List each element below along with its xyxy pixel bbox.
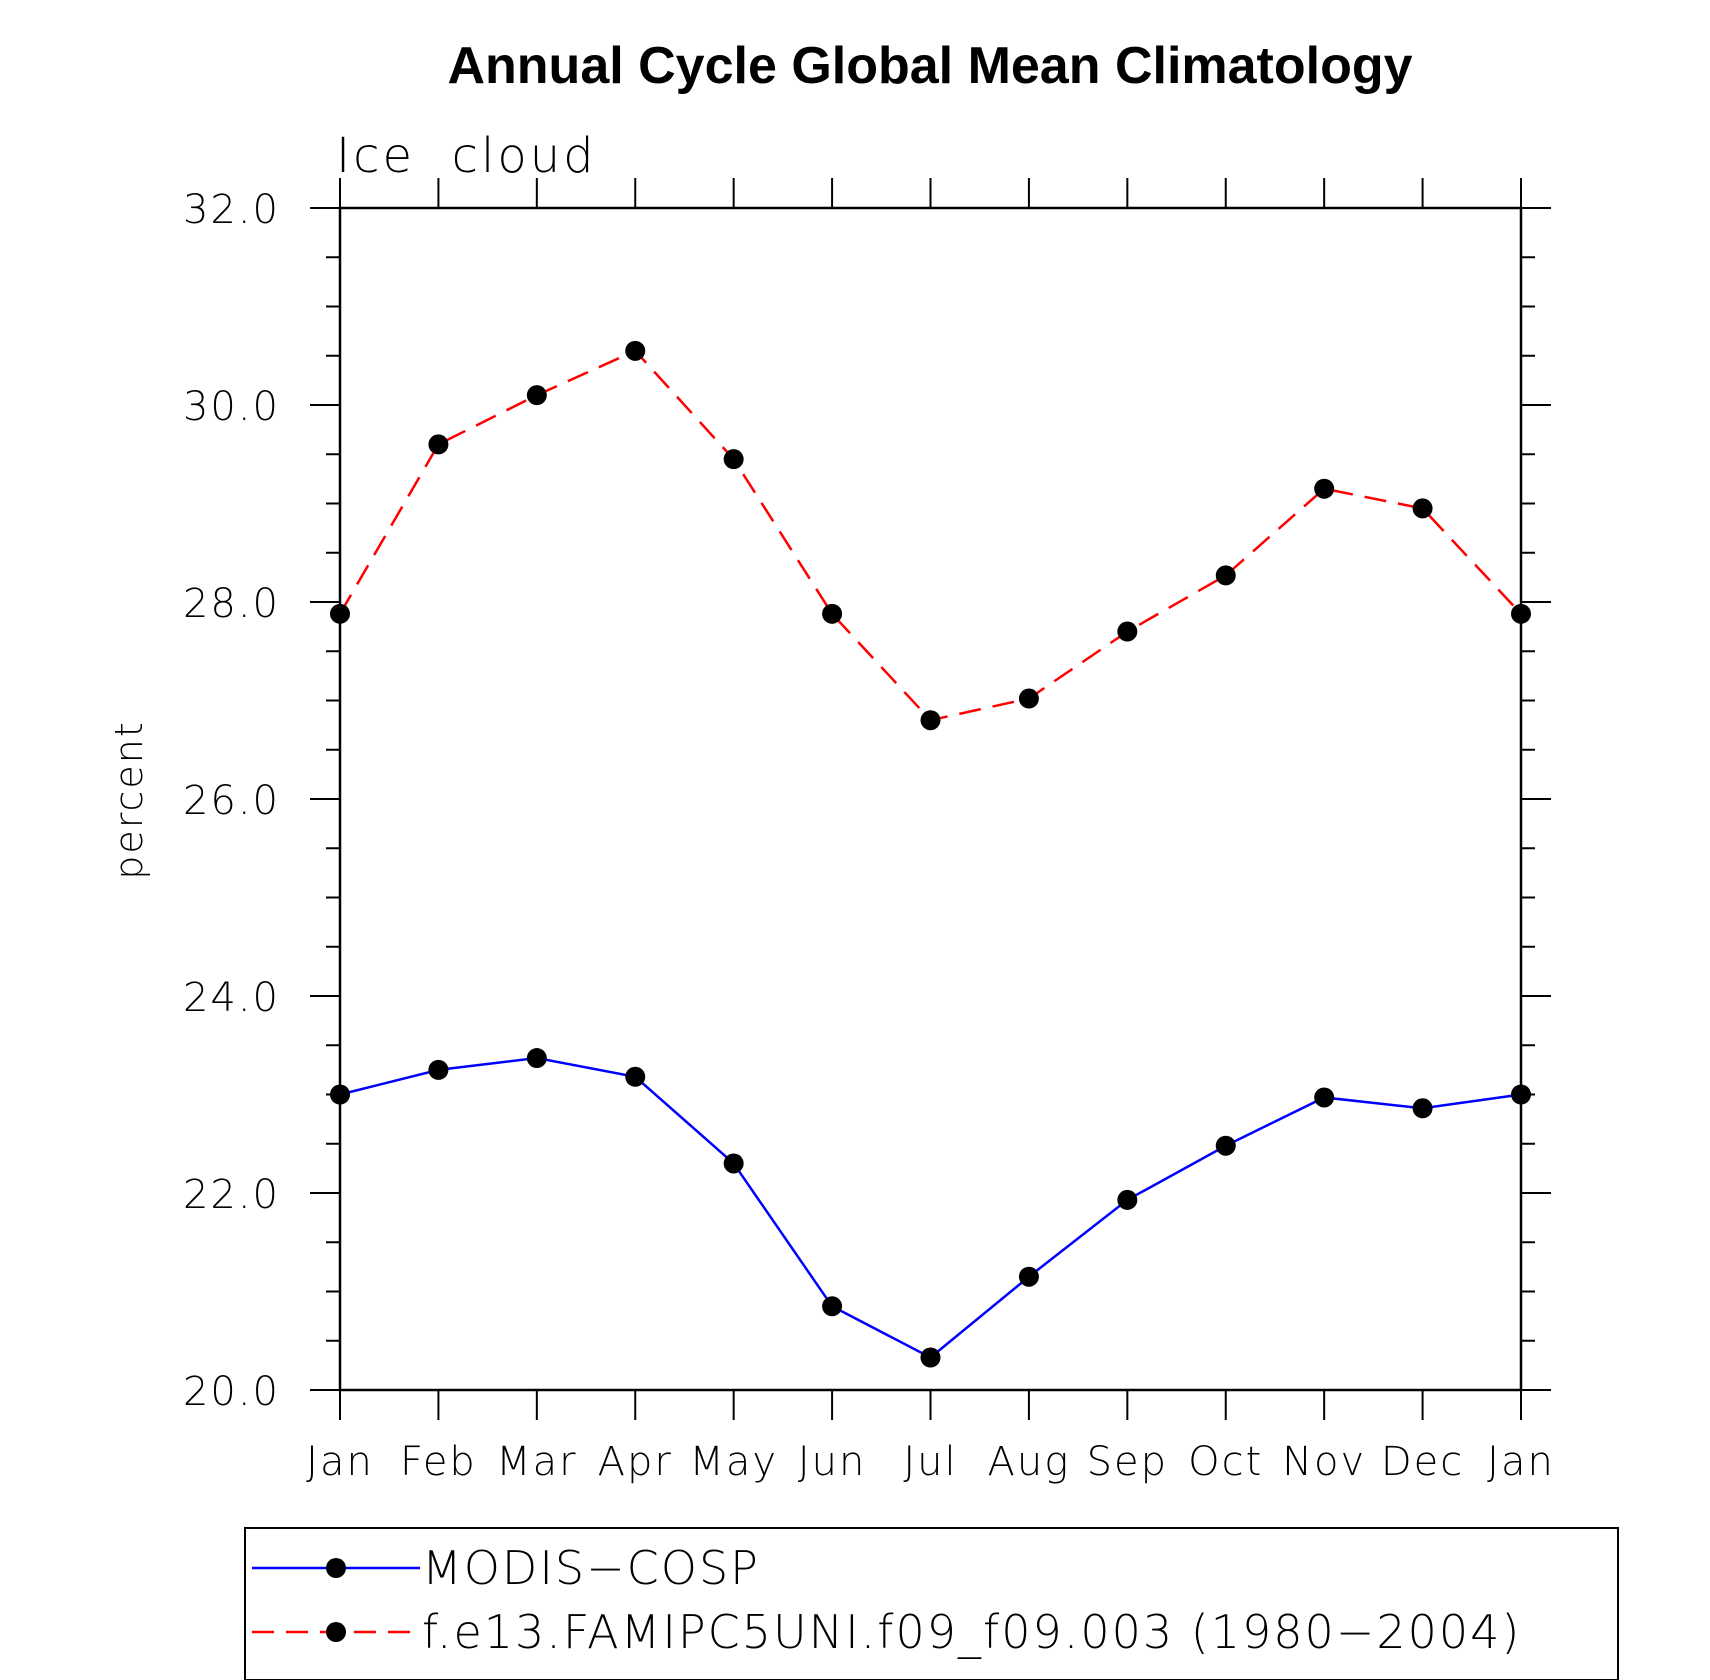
- y-tick-label: 26.0: [183, 778, 280, 824]
- data-point: [1412, 498, 1433, 519]
- x-tick-label: Aug: [988, 1439, 1071, 1485]
- data-point: [526, 385, 547, 406]
- data-point: [625, 340, 646, 361]
- data-point: [1018, 1266, 1039, 1287]
- legend-label: MODIS−COSP: [422, 1541, 760, 1595]
- x-tick-label: Mar: [496, 1439, 577, 1485]
- data-point: [822, 603, 843, 624]
- x-tick-label: Jun: [798, 1439, 867, 1485]
- chart-subtitle: Ice cloud: [336, 128, 597, 184]
- x-tick-label: Sep: [1087, 1439, 1168, 1485]
- data-point: [1314, 478, 1335, 499]
- data-point: [428, 1059, 449, 1080]
- data-point: [330, 603, 350, 624]
- legend: MODIS−COSP f.e13.FAMIPC5UNI.f09_f09.003 (…: [244, 1527, 1619, 1680]
- x-tick-label: Jul: [903, 1439, 957, 1485]
- y-tick-label: 22.0: [183, 1172, 280, 1218]
- data-point: [1117, 1189, 1138, 1210]
- axes: 20.0 22.0 24.0 26.0 28.0 30.0 32.0 Jan Feb Mar Apr…: [183, 178, 1555, 1485]
- data-point: [723, 449, 744, 470]
- series-layer: [330, 340, 1531, 1368]
- data-point: [920, 1347, 941, 1368]
- y-tick-label: 30.0: [183, 384, 280, 430]
- data-point: [1511, 603, 1531, 624]
- data-point: [723, 1153, 744, 1174]
- legend-marker: [326, 1558, 346, 1578]
- data-point: [1215, 565, 1236, 586]
- x-tick-label: Apr: [598, 1439, 673, 1485]
- data-point: [1215, 1135, 1236, 1156]
- data-point: [428, 434, 449, 455]
- data-point: [625, 1066, 646, 1087]
- data-point: [526, 1048, 547, 1069]
- data-point: [1018, 688, 1039, 709]
- x-tick-label: Dec: [1381, 1439, 1464, 1485]
- x-tick-label: Oct: [1188, 1439, 1263, 1485]
- y-tick-label: 32.0: [183, 187, 280, 233]
- series-line: [339, 1056, 1522, 1359]
- legend-marker: [326, 1622, 346, 1642]
- x-tick-label: Nov: [1282, 1439, 1366, 1485]
- x-tick-label: Jan: [306, 1439, 374, 1485]
- series-line: [338, 349, 1522, 722]
- legend-label: f.e13.FAMIPC5UNI.f09_f09.003 (1980−2004): [422, 1605, 1521, 1659]
- y-axis-label: percent: [107, 720, 151, 880]
- data-point: [1117, 621, 1138, 642]
- y-tick-label: 28.0: [183, 581, 280, 627]
- data-point: [822, 1296, 843, 1317]
- y-tick-label: 20.0: [183, 1369, 280, 1415]
- chart-title: Annual Cycle Global Mean Climatology: [447, 37, 1412, 95]
- data-point: [920, 710, 941, 731]
- data-point: [1511, 1084, 1531, 1105]
- x-tick-label: May: [689, 1439, 778, 1485]
- y-tick-label: 24.0: [183, 975, 280, 1021]
- x-tick-label: Feb: [400, 1439, 477, 1485]
- data-point: [330, 1084, 350, 1105]
- legend-box: [244, 1527, 1619, 1680]
- x-tick-label: Jan: [1487, 1439, 1555, 1485]
- plot-frame: [338, 206, 1523, 1392]
- data-point: [1314, 1087, 1335, 1108]
- data-point: [1412, 1098, 1433, 1119]
